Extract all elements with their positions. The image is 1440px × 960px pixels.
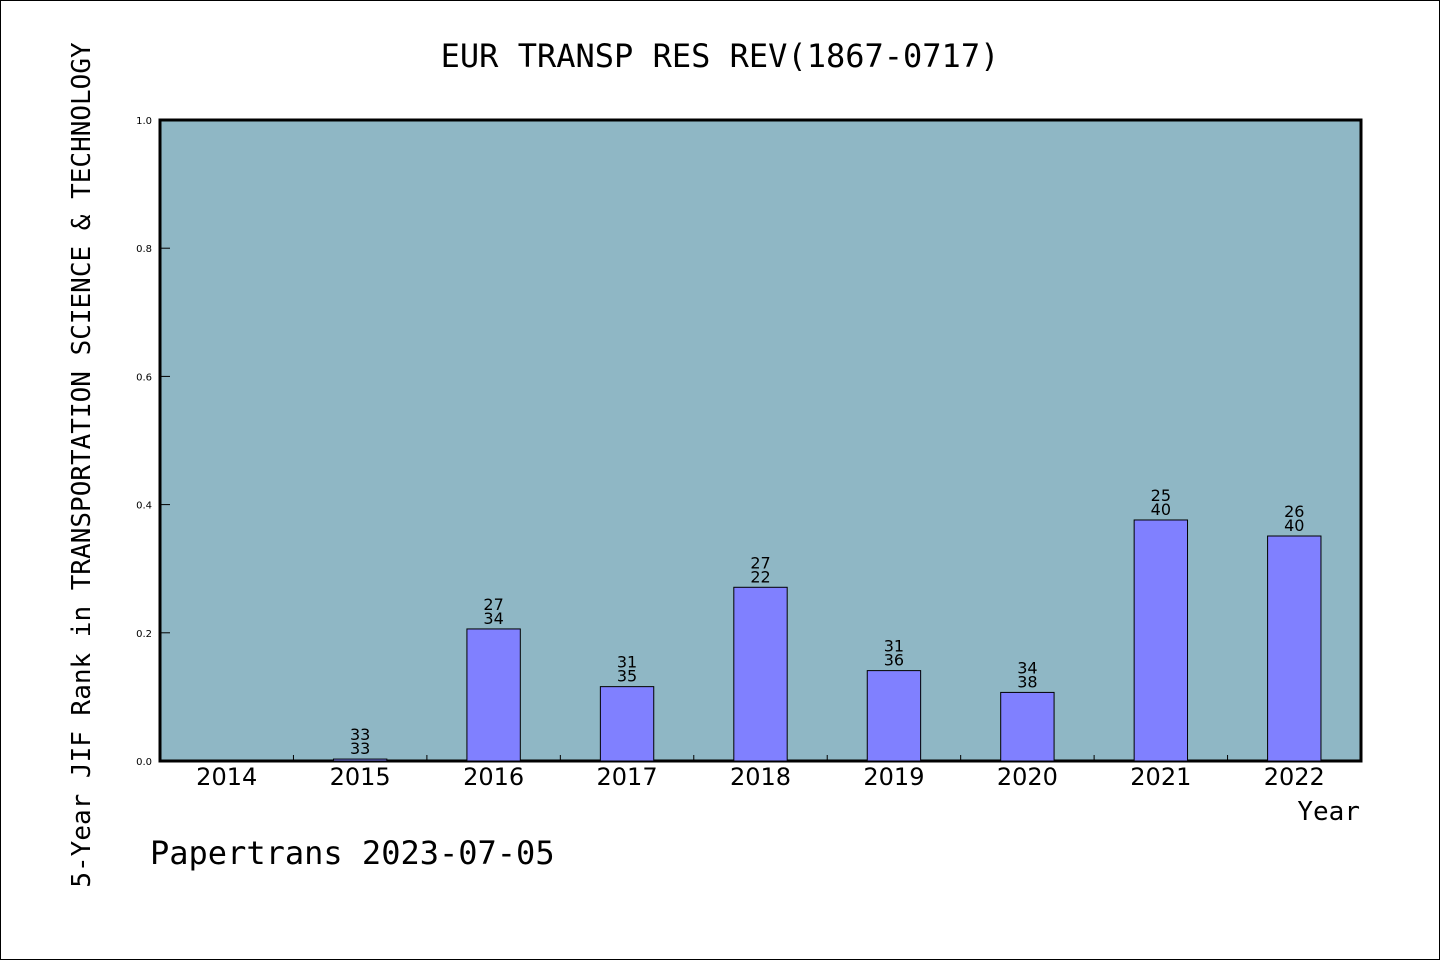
bar-2015 bbox=[332, 758, 388, 762]
bar-label-top: 27 bbox=[750, 553, 770, 572]
bar-2019 bbox=[866, 670, 922, 762]
bar-label-top: 34 bbox=[1017, 658, 1037, 677]
x-axis: 2014 2015 2016 2017 2018 2019 2020 2021 2022 bbox=[196, 755, 1325, 791]
y-tick-label: 0.6 bbox=[136, 372, 152, 383]
x-tick-label: 2014 bbox=[196, 763, 257, 791]
bar-2017 bbox=[599, 686, 655, 762]
y-tick-label: 0.4 bbox=[136, 501, 152, 512]
y-tick-label: 0.8 bbox=[136, 244, 152, 255]
bar-label-bottom: 33 bbox=[350, 739, 370, 758]
bar-label-top: 25 bbox=[1151, 486, 1171, 505]
x-tick-label: 2020 bbox=[997, 763, 1058, 791]
y-tick-label: 1.0 bbox=[136, 116, 152, 127]
bar-2020 bbox=[1000, 691, 1055, 762]
x-tick-label: 2015 bbox=[330, 763, 391, 791]
chart-title: EUR TRANSP RES REV(1867-0717) bbox=[441, 37, 1000, 75]
x-tick-label: 2022 bbox=[1264, 763, 1325, 791]
bar-2022 bbox=[1267, 535, 1322, 762]
x-tick-label: 2017 bbox=[597, 763, 658, 791]
x-tick-label: 2018 bbox=[730, 763, 791, 791]
x-tick-label: 2019 bbox=[863, 763, 924, 791]
bar-label-bottom: 40 bbox=[1151, 500, 1171, 519]
bar-label-top: 26 bbox=[1284, 502, 1304, 521]
bar-2018 bbox=[733, 586, 788, 762]
footer-credit: Papertrans 2023-07-05 bbox=[150, 834, 555, 872]
y-axis-label: 5-Year JIF Rank in TRANSPORTATION SCIENC… bbox=[67, 42, 97, 888]
bar-label-top: 27 bbox=[483, 595, 503, 614]
bar-label-bottom: 34 bbox=[483, 609, 503, 628]
x-tick-label: 2016 bbox=[463, 763, 524, 791]
x-axis-label: Year bbox=[1297, 797, 1360, 827]
bar-label-bottom: 38 bbox=[1017, 672, 1037, 691]
y-tick-label: 0.2 bbox=[136, 629, 152, 640]
bar-2016 bbox=[466, 628, 521, 762]
y-tick-label: 0.0 bbox=[136, 757, 152, 768]
bar-label-top: 33 bbox=[350, 725, 370, 744]
y-axis: 0.0 0.2 0.4 0.6 0.8 1.0 bbox=[136, 116, 170, 768]
bar-label-bottom: 22 bbox=[750, 567, 770, 586]
bar-label-bottom: 35 bbox=[617, 667, 637, 686]
bar-label-top: 31 bbox=[884, 637, 904, 656]
bar-label-bottom: 36 bbox=[884, 651, 904, 670]
x-tick-label: 2021 bbox=[1130, 763, 1191, 791]
bar-2021 bbox=[1133, 519, 1189, 762]
bar-label-top: 31 bbox=[617, 653, 637, 672]
bar-label-bottom: 40 bbox=[1284, 516, 1304, 535]
